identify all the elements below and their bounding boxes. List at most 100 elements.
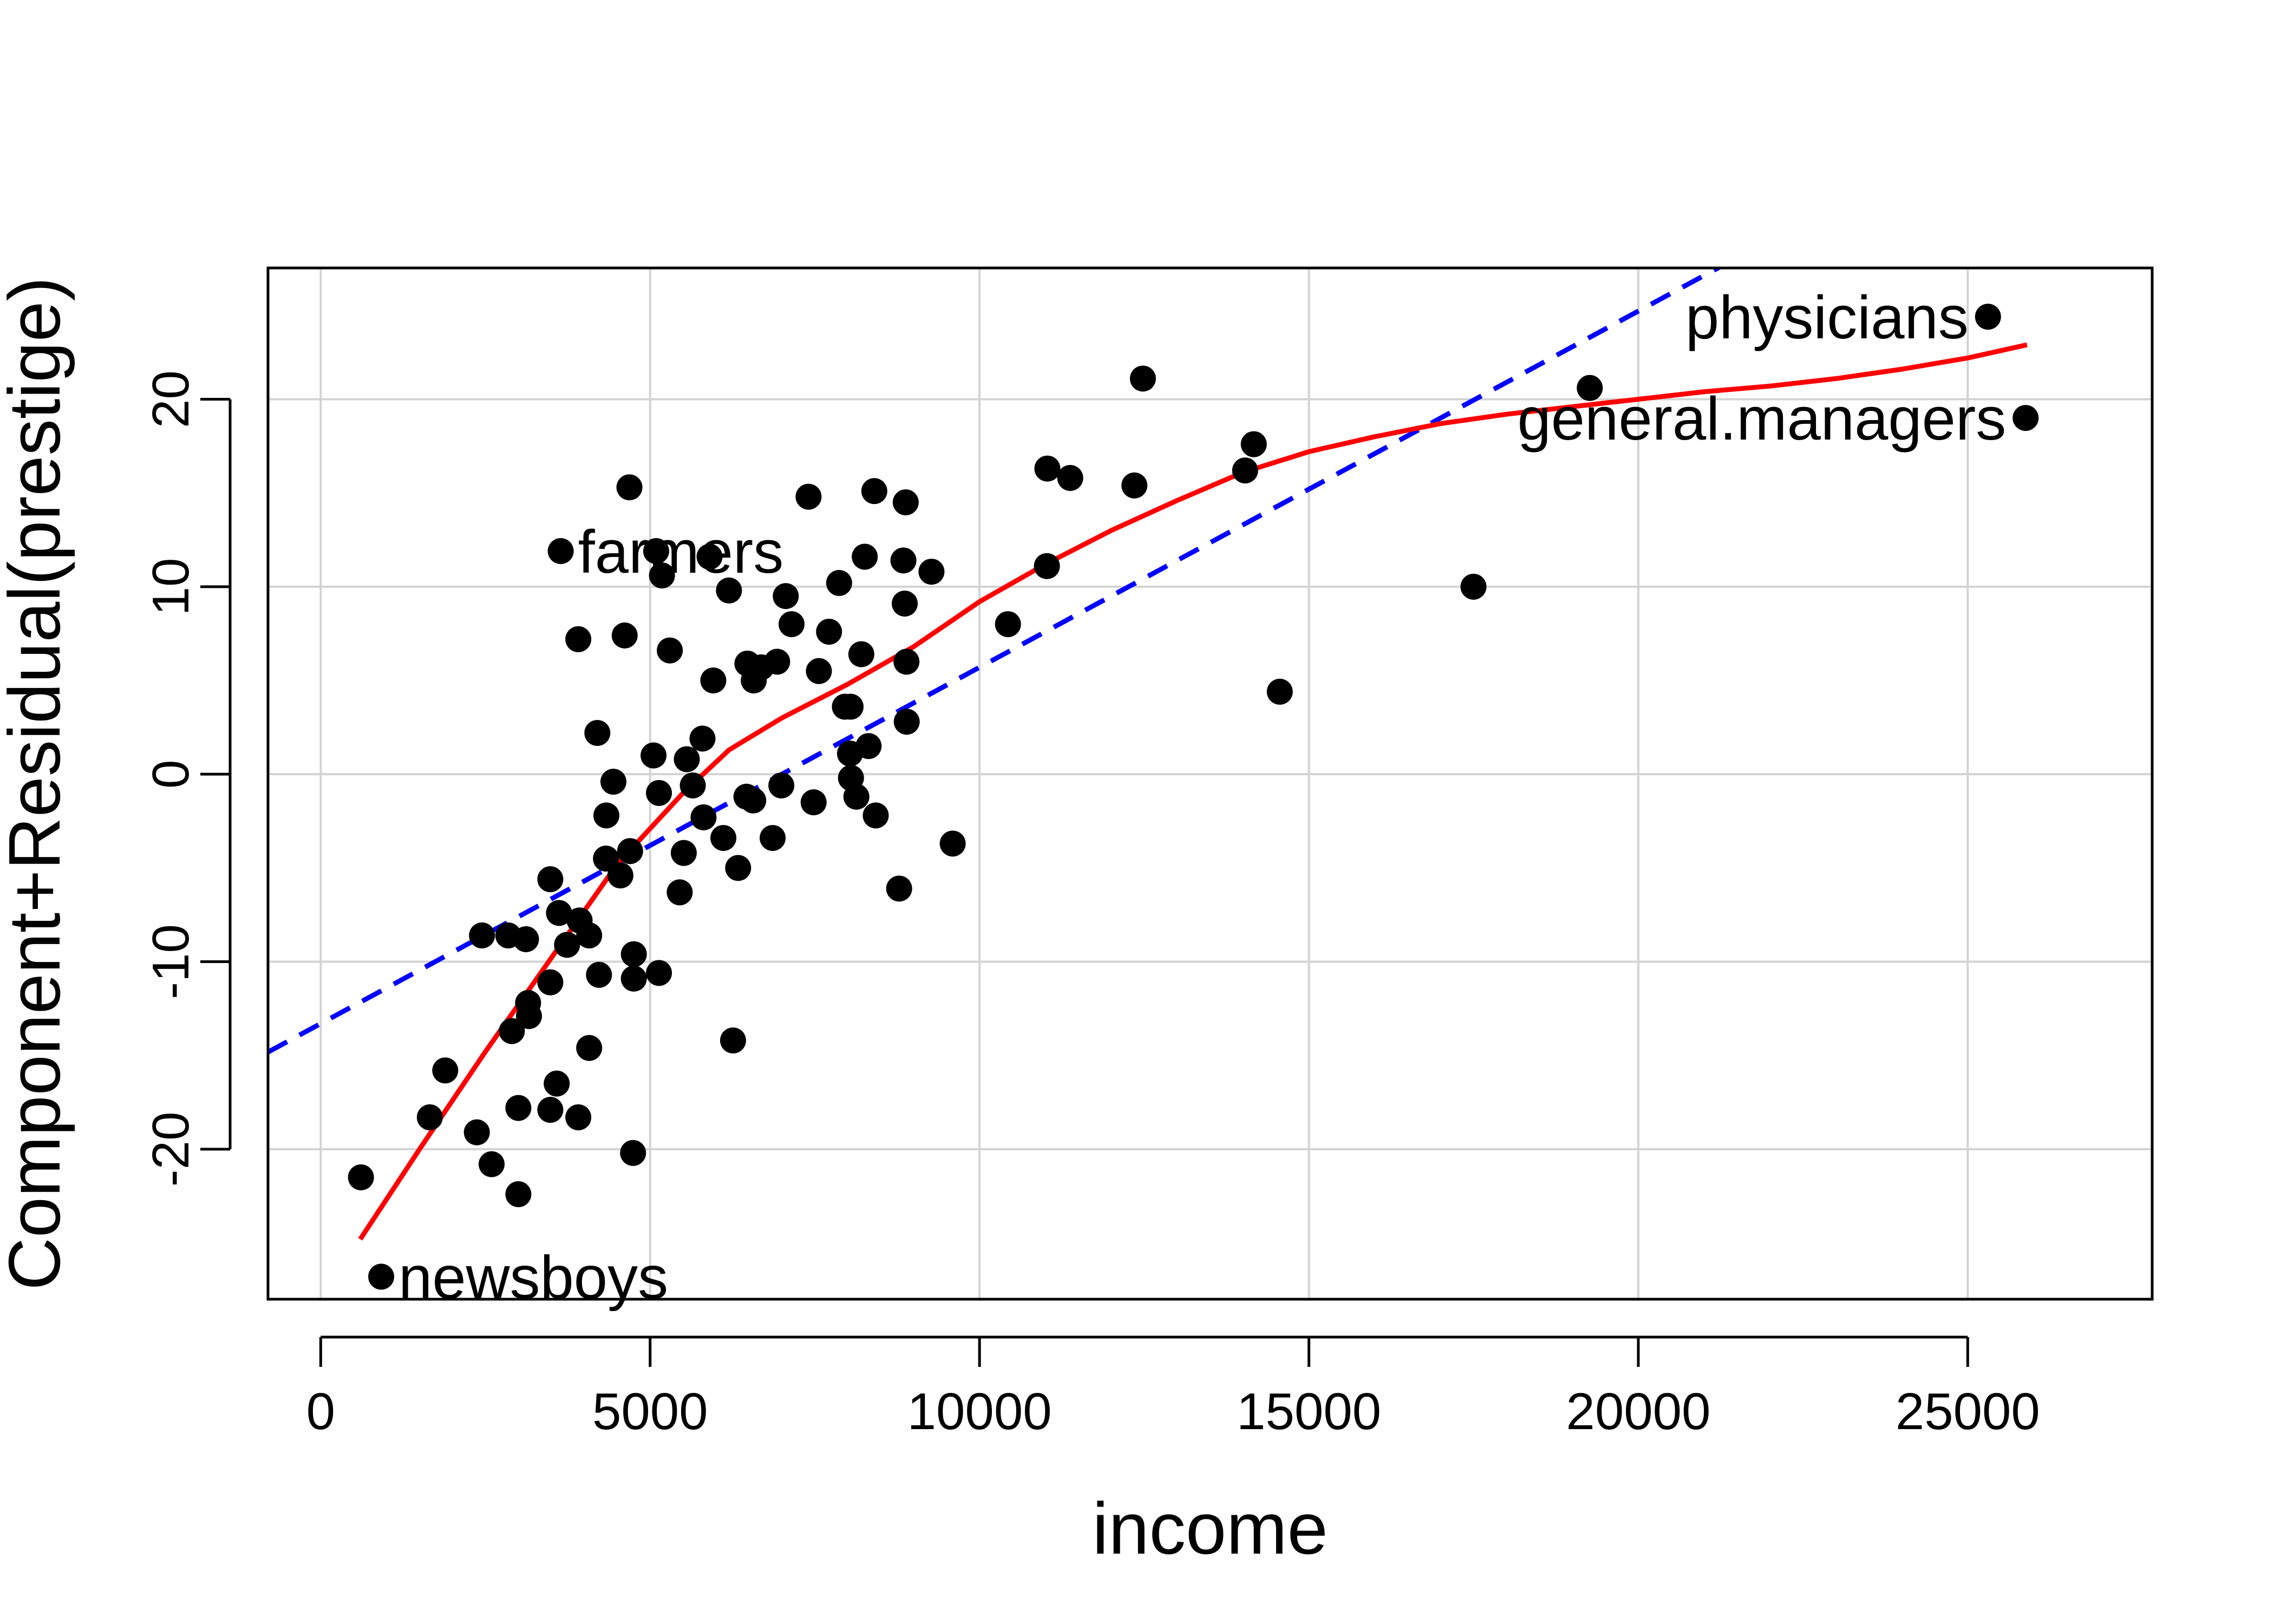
data-point: [576, 1034, 603, 1061]
data-point: [1266, 678, 1293, 705]
data-point: [740, 787, 767, 814]
data-point: [620, 1140, 646, 1166]
data-point: [939, 830, 966, 857]
data-point: [1460, 573, 1487, 600]
data-point: [1057, 464, 1083, 491]
data-point: [463, 1119, 490, 1145]
data-point: [800, 789, 827, 816]
data-point: [760, 824, 786, 851]
data-point: [515, 1003, 542, 1029]
data-point: [1034, 553, 1060, 579]
y-tick-label: 20: [142, 370, 200, 428]
grid-lines: [268, 268, 2152, 1299]
data-point: [666, 879, 693, 906]
smooth-curve: [358, 342, 2028, 1241]
data-point: [995, 611, 1021, 638]
data-point: [616, 474, 643, 501]
data-point: [893, 649, 920, 675]
data-point: [855, 733, 882, 759]
plot-frame: [266, 266, 2154, 1301]
data-point: [565, 1104, 592, 1131]
data-point: [586, 961, 612, 988]
data-point: [1240, 431, 1267, 457]
data-point: [861, 478, 887, 505]
y-axis: -20 -10 0 10 20: [142, 370, 232, 1187]
data-point: [600, 769, 626, 795]
data-point: [852, 543, 878, 570]
data-point: [1129, 365, 1156, 392]
data-point: [620, 965, 647, 992]
data-point: [649, 562, 675, 589]
data-point: [643, 538, 669, 565]
data-point: [593, 846, 619, 872]
data-point: [646, 960, 672, 986]
x-tick-label: 15000: [1237, 1383, 1381, 1440]
data-point: [892, 489, 919, 515]
data-point: [537, 969, 564, 996]
data-point: [576, 922, 603, 949]
data-point: [513, 926, 539, 952]
data-point: [544, 1070, 570, 1097]
data-point: [778, 611, 805, 638]
data-point: [607, 862, 633, 889]
data-point: [918, 559, 945, 585]
data-point: [584, 719, 611, 746]
data-point: [593, 802, 619, 829]
data-point: [348, 1164, 374, 1190]
data-point: [1975, 304, 2001, 330]
data-point: [700, 667, 727, 693]
x-tick-label: 20000: [1566, 1383, 1710, 1440]
data-points: [348, 304, 2039, 1290]
data-point: [641, 742, 667, 769]
data-point: [848, 641, 874, 667]
data-point: [768, 772, 795, 798]
data-point: [843, 783, 870, 810]
x-axis: 0 5000 10000 15000 20000 25000: [306, 1335, 2040, 1440]
data-point: [546, 900, 572, 926]
data-point: [670, 840, 697, 866]
y-tick-label: 10: [142, 558, 200, 615]
data-point: [710, 824, 737, 851]
data-point: [537, 1097, 564, 1123]
point-label: newsboys: [398, 1243, 668, 1311]
data-point: [716, 577, 742, 604]
data-point: [554, 932, 580, 958]
data-point: [890, 547, 917, 574]
data-point: [838, 693, 864, 720]
data-point: [674, 746, 700, 772]
data-point: [862, 802, 889, 829]
data-point: [565, 626, 592, 652]
y-tick-label: -10: [142, 924, 200, 999]
data-point: [499, 1018, 525, 1044]
x-tick-label: 5000: [592, 1383, 708, 1440]
data-point: [469, 922, 495, 949]
data-point: [537, 866, 564, 893]
data-point: [826, 569, 852, 596]
data-point: [1034, 455, 1061, 482]
y-tick-label: -20: [142, 1112, 200, 1187]
data-point: [1232, 457, 1258, 484]
point-label: physicians: [1685, 284, 1969, 351]
data-point: [657, 637, 683, 664]
data-point: [620, 941, 647, 967]
point-label: farmers: [578, 518, 784, 586]
data-point: [505, 1181, 532, 1208]
data-point: [505, 1095, 532, 1121]
data-point: [679, 772, 706, 798]
data-point: [816, 618, 842, 645]
data-point: [696, 543, 723, 570]
y-tick-label: 0: [142, 759, 200, 788]
point-label: general.managers: [1517, 385, 2006, 453]
data-point: [611, 622, 638, 649]
data-point: [689, 725, 716, 752]
data-point: [2012, 405, 2039, 431]
y-axis-title: Component+Residual(prestige): [0, 277, 75, 1290]
data-point: [368, 1263, 395, 1290]
data-point: [773, 583, 799, 610]
data-point: [432, 1057, 459, 1084]
x-tick-label: 10000: [907, 1383, 1052, 1440]
data-point: [892, 590, 918, 617]
data-point: [1577, 375, 1603, 401]
